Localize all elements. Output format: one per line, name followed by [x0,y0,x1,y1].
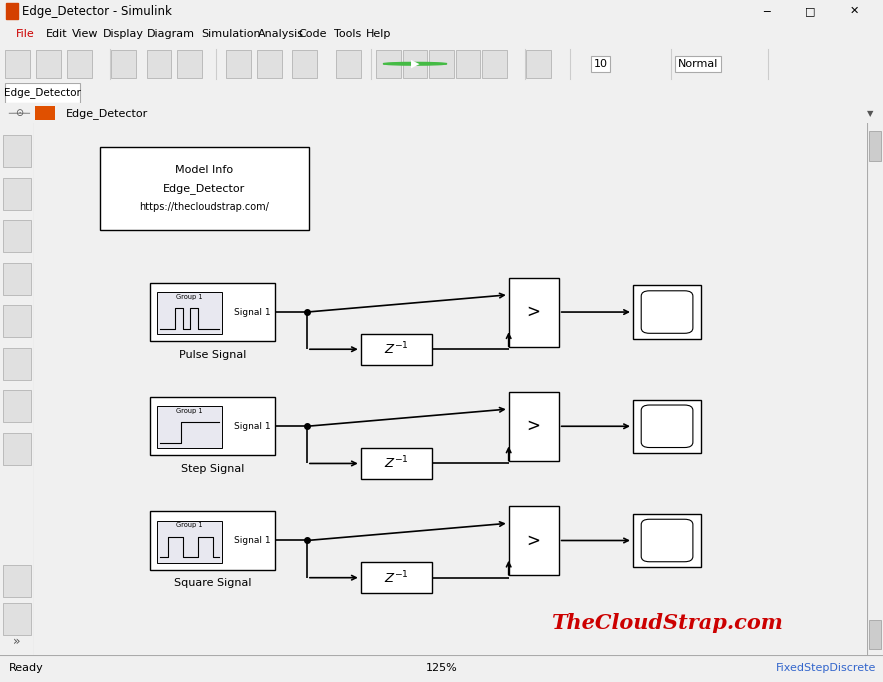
Bar [403,50,427,78]
Bar [157,292,222,334]
Text: ✕: ✕ [850,6,859,16]
Bar [869,620,881,649]
Text: Tools: Tools [334,29,361,39]
Text: View: View [72,29,99,39]
Text: Ready: Ready [9,664,43,673]
Text: $Z^{-1}$: $Z^{-1}$ [383,455,409,472]
Text: Normal: Normal [677,59,718,69]
Text: Edge_Detector - Simulink: Edge_Detector - Simulink [22,5,172,18]
Bar [147,50,171,78]
Bar [111,50,136,78]
Bar [35,106,55,121]
Bar [3,305,31,337]
Bar [3,135,31,167]
Bar [456,50,480,78]
Bar [336,50,361,78]
Text: $Z^{-1}$: $Z^{-1}$ [383,569,409,586]
Bar [429,50,454,78]
Bar [3,263,31,295]
Bar [509,278,559,346]
Text: Simulation: Simulation [201,29,261,39]
Text: Model Info: Model Info [176,164,233,175]
Bar [3,390,31,422]
Text: 125%: 125% [426,664,457,673]
Text: Edge_Detector: Edge_Detector [66,108,148,119]
Text: Diagram: Diagram [147,29,194,39]
Text: »: » [13,635,20,648]
Bar [509,391,559,461]
Bar [633,400,701,453]
Text: □: □ [805,6,816,16]
Bar [633,286,701,338]
Bar [150,283,275,341]
Bar [869,132,881,161]
Text: Square Signal: Square Signal [174,578,252,588]
Bar [150,397,275,456]
Bar [5,50,30,78]
Text: $Z^{-1}$: $Z^{-1}$ [383,341,409,357]
Text: >: > [526,303,540,321]
FancyBboxPatch shape [641,405,693,447]
Bar [3,603,31,634]
Bar [67,50,92,78]
Bar [226,50,251,78]
Bar [376,50,401,78]
Bar [361,333,432,365]
Text: Edit: Edit [46,29,67,39]
Bar [5,83,80,103]
Text: >: > [526,417,540,435]
Text: Edge_Detector: Edge_Detector [163,183,245,194]
Text: Code: Code [298,29,327,39]
Text: TheCloudStrap.com: TheCloudStrap.com [551,613,783,633]
Text: Signal 1: Signal 1 [235,536,271,545]
Circle shape [383,63,447,65]
Bar [509,506,559,575]
Bar [3,432,31,464]
Text: Display: Display [102,29,143,39]
Text: Step Signal: Step Signal [181,464,245,474]
FancyBboxPatch shape [641,519,693,562]
Text: ▼: ▼ [866,108,873,118]
Bar [101,147,309,230]
Text: ▶: ▶ [411,59,419,69]
Text: Signal 1: Signal 1 [235,421,271,431]
Text: File: File [16,29,34,39]
Bar [157,520,222,563]
Text: Signal 1: Signal 1 [235,308,271,316]
Text: https://thecloudstrap.com/: https://thecloudstrap.com/ [140,203,269,213]
Bar [6,3,18,19]
Text: >: > [526,531,540,550]
Bar [482,50,507,78]
Bar [157,406,222,448]
Bar [3,220,31,252]
Bar [526,50,551,78]
Bar [257,50,282,78]
Text: ─: ─ [763,6,770,16]
Text: Group 1: Group 1 [177,294,203,299]
Text: Help: Help [366,29,391,39]
Text: Group 1: Group 1 [177,408,203,414]
Bar [361,448,432,479]
Bar [361,562,432,593]
FancyBboxPatch shape [641,291,693,333]
Text: Analysis: Analysis [258,29,304,39]
Text: Group 1: Group 1 [177,522,203,528]
Bar [150,512,275,569]
Text: 10: 10 [593,59,608,69]
Bar [3,565,31,597]
Bar [177,50,202,78]
Text: Pulse Signal: Pulse Signal [179,350,246,360]
Text: ⊙: ⊙ [15,108,24,118]
Text: FixedStepDiscrete: FixedStepDiscrete [775,664,876,673]
Bar [292,50,317,78]
Bar [3,177,31,209]
Bar [633,514,701,567]
Bar [3,348,31,379]
Bar [36,50,61,78]
Text: Edge_Detector: Edge_Detector [4,87,81,98]
